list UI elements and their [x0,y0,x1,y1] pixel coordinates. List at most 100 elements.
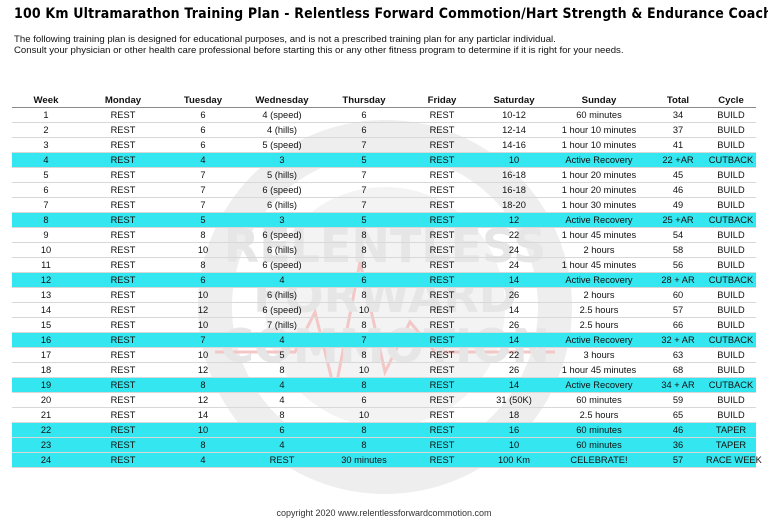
week-cell: 14 [12,302,80,318]
table-row: 13 REST 10 6 (hills) 8 REST 26 2 hours 60 BUILD [12,287,756,303]
table-row: 9 REST 8 6 (speed) 8 REST 22 1 hour 45 minutes 5… [12,227,756,243]
saturday-cell: 14 [480,377,548,393]
table-header-row: Week Monday Tuesday Wednesday Thursday F… [12,94,756,108]
week-cell: 18 [12,362,80,378]
tuesday-cell: 7 [166,332,240,348]
disclaimer-line: Consult your physician or other health c… [14,45,624,56]
wednesday-cell: 6 (speed) [240,302,324,318]
cycle-cell: BUILD [706,347,756,363]
table-row: 22 REST 10 6 8 REST 16 60 minutes 46 TAPER [12,422,756,438]
friday-cell: REST [404,407,480,423]
monday-cell: REST [80,392,166,408]
cycle-cell: CUTBACK [706,377,756,393]
friday-cell: REST [404,257,480,273]
total-cell: 68 [650,362,706,378]
week-cell: 13 [12,287,80,303]
column-header: Saturday [480,94,548,108]
monday-cell: REST [80,242,166,258]
table-row: 16 REST 7 4 7 REST 14 Active Recovery 32 + AR CUT… [12,332,756,348]
week-cell: 4 [12,152,80,168]
monday-cell: REST [80,272,166,288]
week-cell: 7 [12,197,80,213]
wednesday-cell: 5 (hills) [240,167,324,183]
monday-cell: REST [80,362,166,378]
sunday-cell: 3 hours [548,347,650,363]
column-header: Wednesday [240,94,324,108]
friday-cell: REST [404,392,480,408]
saturday-cell: 16-18 [480,167,548,183]
monday-cell: REST [80,452,166,468]
cycle-cell: BUILD [706,302,756,318]
thursday-cell: 7 [324,197,404,213]
monday-cell: REST [80,347,166,363]
thursday-cell: 6 [324,107,404,123]
total-cell: 37 [650,122,706,138]
thursday-cell: 7 [324,137,404,153]
total-cell: 36 [650,437,706,453]
friday-cell: REST [404,107,480,123]
saturday-cell: 10 [480,152,548,168]
saturday-cell: 18-20 [480,197,548,213]
cycle-cell: CUTBACK [706,212,756,228]
tuesday-cell: 10 [166,347,240,363]
wednesday-cell: 6 [240,422,324,438]
wednesday-cell: 4 [240,377,324,393]
friday-cell: REST [404,182,480,198]
sunday-cell: 1 hour 45 minutes [548,362,650,378]
friday-cell: REST [404,242,480,258]
total-cell: 54 [650,227,706,243]
thursday-cell: 8 [324,317,404,333]
saturday-cell: 26 [480,362,548,378]
saturday-cell: 22 [480,227,548,243]
cycle-cell: CUTBACK [706,152,756,168]
wednesday-cell: 4 [240,437,324,453]
friday-cell: REST [404,347,480,363]
friday-cell: REST [404,197,480,213]
wednesday-cell: 4 [240,272,324,288]
friday-cell: REST [404,302,480,318]
tuesday-cell: 10 [166,422,240,438]
monday-cell: REST [80,302,166,318]
wednesday-cell: 6 (speed) [240,182,324,198]
week-cell: 15 [12,317,80,333]
wednesday-cell: 4 (speed) [240,107,324,123]
week-cell: 6 [12,182,80,198]
week-cell: 23 [12,437,80,453]
sunday-cell: Active Recovery [548,152,650,168]
cycle-cell: RACE WEEK [706,452,762,468]
friday-cell: REST [404,137,480,153]
table-row: 1 REST 6 4 (speed) 6 REST 10-12 60 minutes 34 BUI… [12,107,756,123]
sunday-cell: Active Recovery [548,212,650,228]
total-cell: 57 [650,302,706,318]
cycle-cell: BUILD [706,137,756,153]
monday-cell: REST [80,227,166,243]
table-row: 3 REST 6 5 (speed) 7 REST 14-16 1 hour 10 minut… [12,137,756,153]
thursday-cell: 8 [324,377,404,393]
tuesday-cell: 10 [166,242,240,258]
tuesday-cell: 4 [166,452,240,468]
saturday-cell: 18 [480,407,548,423]
cycle-cell: BUILD [706,317,756,333]
wednesday-cell: 8 [240,362,324,378]
wednesday-cell: 5 [240,347,324,363]
cycle-cell: BUILD [706,362,756,378]
saturday-cell: 12 [480,212,548,228]
saturday-cell: 26 [480,287,548,303]
table-row: 6 REST 7 6 (speed) 7 REST 16-18 1 hour 20 minut… [12,182,756,198]
total-cell: 46 [650,422,706,438]
thursday-cell: 8 [324,257,404,273]
tuesday-cell: 6 [166,137,240,153]
friday-cell: REST [404,332,480,348]
week-cell: 3 [12,137,80,153]
tuesday-cell: 7 [166,182,240,198]
sunday-cell: 1 hour 10 minutes [548,122,650,138]
sunday-cell: 2 hours [548,242,650,258]
tuesday-cell: 8 [166,227,240,243]
friday-cell: REST [404,287,480,303]
column-header: Thursday [324,94,404,108]
cycle-cell: BUILD [706,107,756,123]
sunday-cell: CELEBRATE! [548,452,650,468]
column-header: Monday [80,94,166,108]
thursday-cell: 6 [324,272,404,288]
saturday-cell: 100 Km [480,452,548,468]
